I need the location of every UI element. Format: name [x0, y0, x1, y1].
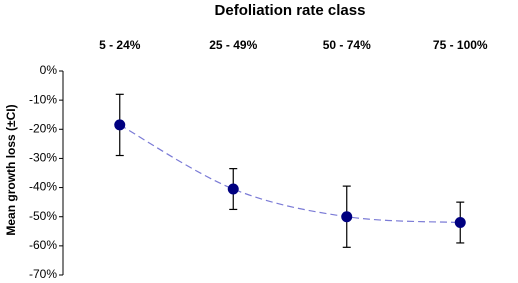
- y-tick-label: -20%: [29, 121, 57, 135]
- y-tick-label: -30%: [29, 151, 57, 165]
- chart-title: Defoliation rate class: [215, 2, 366, 19]
- y-tick-label: 0%: [40, 63, 58, 77]
- y-tick-label: -70%: [29, 267, 57, 281]
- category-label: 25 - 49%: [209, 38, 257, 52]
- marker: [454, 217, 466, 229]
- category-label: 75 - 100%: [433, 38, 488, 52]
- y-axis-label: Mean growth loss (±CI): [4, 104, 18, 235]
- y-tick-label: -40%: [29, 180, 57, 194]
- marker: [114, 119, 126, 131]
- y-tick-label: -10%: [29, 92, 57, 106]
- line: [119, 124, 461, 224]
- marker: [341, 211, 353, 223]
- category-label: 50 - 74%: [323, 38, 371, 52]
- marker: [227, 183, 239, 195]
- y-tick-label: -50%: [29, 209, 57, 223]
- y-tick-label: -60%: [29, 238, 57, 252]
- category-label: 5 - 24%: [99, 38, 141, 52]
